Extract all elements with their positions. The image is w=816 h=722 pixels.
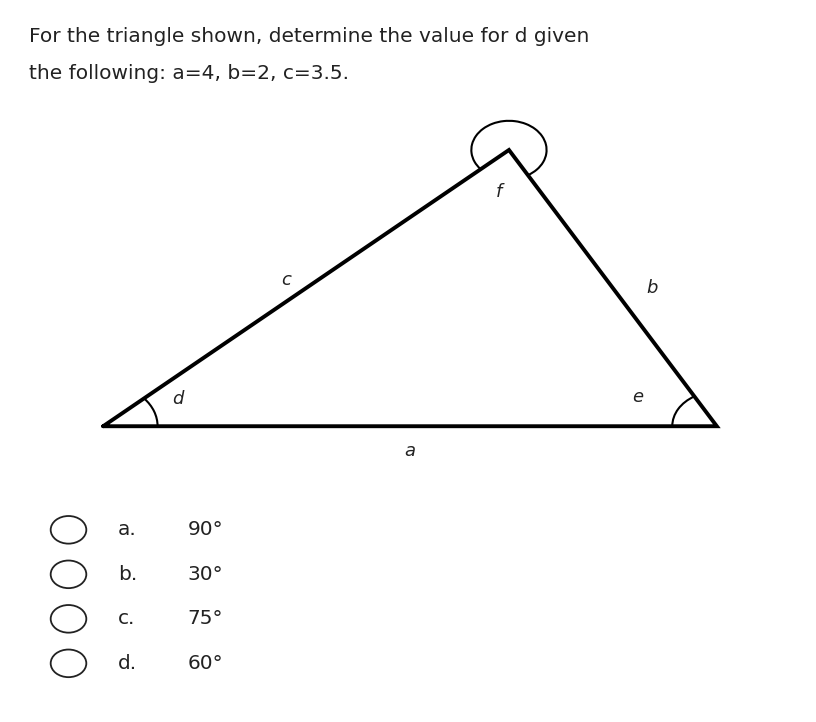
Text: 90°: 90° [188,521,223,539]
Text: d.: d. [118,654,137,673]
Text: a.: a. [118,521,137,539]
Text: 60°: 60° [188,654,223,673]
Text: c.: c. [118,609,135,628]
Text: 30°: 30° [188,565,223,584]
Text: f: f [496,183,502,201]
Text: the following: a=4, b=2, c=3.5.: the following: a=4, b=2, c=3.5. [29,64,349,83]
Text: For the triangle shown, determine the value for d given: For the triangle shown, determine the va… [29,27,589,46]
Text: b.: b. [118,565,137,584]
Text: d: d [171,391,183,409]
Text: c: c [282,271,291,290]
Text: 75°: 75° [188,609,223,628]
Text: e: e [632,388,643,406]
Text: a: a [405,442,415,460]
Text: b: b [647,279,659,297]
